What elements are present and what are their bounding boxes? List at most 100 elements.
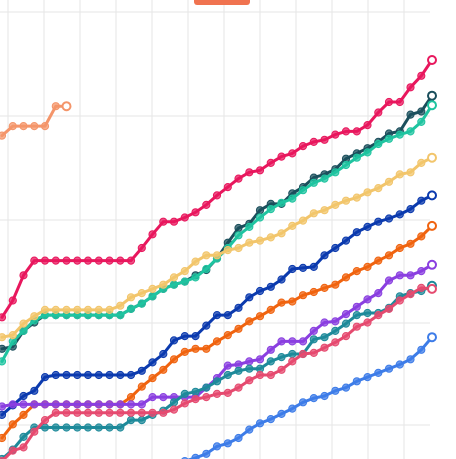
data-point[interactable] xyxy=(352,377,361,386)
data-point[interactable] xyxy=(266,205,275,214)
data-point[interactable] xyxy=(288,264,297,274)
data-point[interactable] xyxy=(148,292,157,301)
data-point[interactable] xyxy=(116,408,125,417)
data-point[interactable] xyxy=(245,293,254,302)
data-point[interactable] xyxy=(374,311,383,320)
data-point[interactable] xyxy=(298,186,308,195)
data-point[interactable] xyxy=(309,348,318,357)
data-point[interactable] xyxy=(202,321,211,330)
data-point[interactable] xyxy=(126,408,136,417)
data-point[interactable] xyxy=(137,299,146,308)
data-point[interactable] xyxy=(234,223,243,233)
data-point[interactable] xyxy=(374,184,383,193)
data-point[interactable] xyxy=(417,196,426,205)
data-point[interactable] xyxy=(331,130,340,139)
data-point[interactable] xyxy=(384,97,394,107)
data-point[interactable] xyxy=(202,393,211,402)
data-point[interactable] xyxy=(341,332,351,341)
data-point[interactable] xyxy=(73,370,82,380)
data-point[interactable] xyxy=(0,344,7,353)
data-point[interactable] xyxy=(320,206,329,215)
data-point[interactable] xyxy=(94,400,103,409)
data-point[interactable] xyxy=(126,293,136,302)
data-point[interactable] xyxy=(212,377,222,386)
data-point[interactable] xyxy=(363,262,372,271)
data-point[interactable] xyxy=(40,305,50,314)
data-point[interactable] xyxy=(30,256,39,265)
data-point[interactable] xyxy=(94,423,103,432)
data-point[interactable] xyxy=(40,416,50,425)
data-point[interactable] xyxy=(245,222,254,231)
data-point[interactable] xyxy=(116,400,125,409)
data-point[interactable] xyxy=(320,333,329,342)
data-point[interactable] xyxy=(277,353,286,362)
data-point[interactable] xyxy=(159,393,168,402)
data-point[interactable] xyxy=(309,335,318,344)
data-point[interactable] xyxy=(309,178,318,187)
data-point[interactable] xyxy=(341,319,351,328)
data-point[interactable] xyxy=(148,358,157,367)
data-point[interactable] xyxy=(180,389,189,398)
data-point[interactable] xyxy=(309,287,318,297)
data-point[interactable] xyxy=(288,349,297,359)
data-point[interactable] xyxy=(320,318,329,327)
data-point[interactable] xyxy=(298,142,308,151)
data-point[interactable] xyxy=(0,402,7,411)
data-point[interactable] xyxy=(341,383,351,392)
data-point[interactable] xyxy=(137,382,146,391)
data-point[interactable] xyxy=(191,273,200,282)
data-point[interactable] xyxy=(234,433,243,443)
data-point[interactable] xyxy=(0,131,7,140)
data-point[interactable] xyxy=(406,290,415,299)
data-point[interactable] xyxy=(0,333,7,342)
data-point[interactable] xyxy=(8,400,17,409)
data-point[interactable] xyxy=(73,256,82,265)
legend-swatch[interactable] xyxy=(194,0,250,5)
data-point[interactable] xyxy=(137,416,146,425)
data-point[interactable] xyxy=(83,408,93,417)
data-point[interactable] xyxy=(94,408,103,417)
data-point[interactable] xyxy=(427,100,437,111)
data-point[interactable] xyxy=(384,134,394,143)
data-point[interactable] xyxy=(255,166,265,175)
data-point[interactable] xyxy=(30,427,39,436)
data-point[interactable] xyxy=(30,312,39,321)
data-point[interactable] xyxy=(288,221,297,230)
data-point[interactable] xyxy=(159,280,168,289)
data-point[interactable] xyxy=(352,228,361,237)
data-point[interactable] xyxy=(202,383,211,392)
data-point[interactable] xyxy=(298,398,308,407)
data-point[interactable] xyxy=(191,257,200,266)
data-point[interactable] xyxy=(212,191,222,200)
data-point[interactable] xyxy=(212,389,222,398)
data-point[interactable] xyxy=(62,423,71,432)
data-point[interactable] xyxy=(73,305,82,314)
data-point[interactable] xyxy=(51,423,60,432)
data-point[interactable] xyxy=(277,229,286,238)
data-point[interactable] xyxy=(406,110,415,119)
data-point[interactable] xyxy=(83,256,93,265)
data-point[interactable] xyxy=(126,393,136,402)
data-point[interactable] xyxy=(395,296,404,305)
data-point[interactable] xyxy=(191,208,200,217)
data-point[interactable] xyxy=(0,313,7,322)
data-point[interactable] xyxy=(94,256,103,265)
data-point[interactable] xyxy=(331,338,340,347)
data-point[interactable] xyxy=(159,349,168,359)
data-point[interactable] xyxy=(223,246,232,255)
data-point[interactable] xyxy=(298,337,308,346)
data-point[interactable] xyxy=(73,423,82,432)
data-point[interactable] xyxy=(62,256,71,265)
data-point[interactable] xyxy=(417,117,426,127)
data-point[interactable] xyxy=(245,168,254,177)
data-point[interactable] xyxy=(320,251,329,260)
data-point[interactable] xyxy=(116,370,125,380)
data-point[interactable] xyxy=(105,256,114,265)
data-point[interactable] xyxy=(427,90,437,101)
data-point[interactable] xyxy=(105,423,114,432)
data-point[interactable] xyxy=(352,193,361,202)
data-point[interactable] xyxy=(245,425,254,434)
data-point[interactable] xyxy=(19,271,28,280)
data-point[interactable] xyxy=(363,373,372,382)
data-point[interactable] xyxy=(234,243,243,253)
